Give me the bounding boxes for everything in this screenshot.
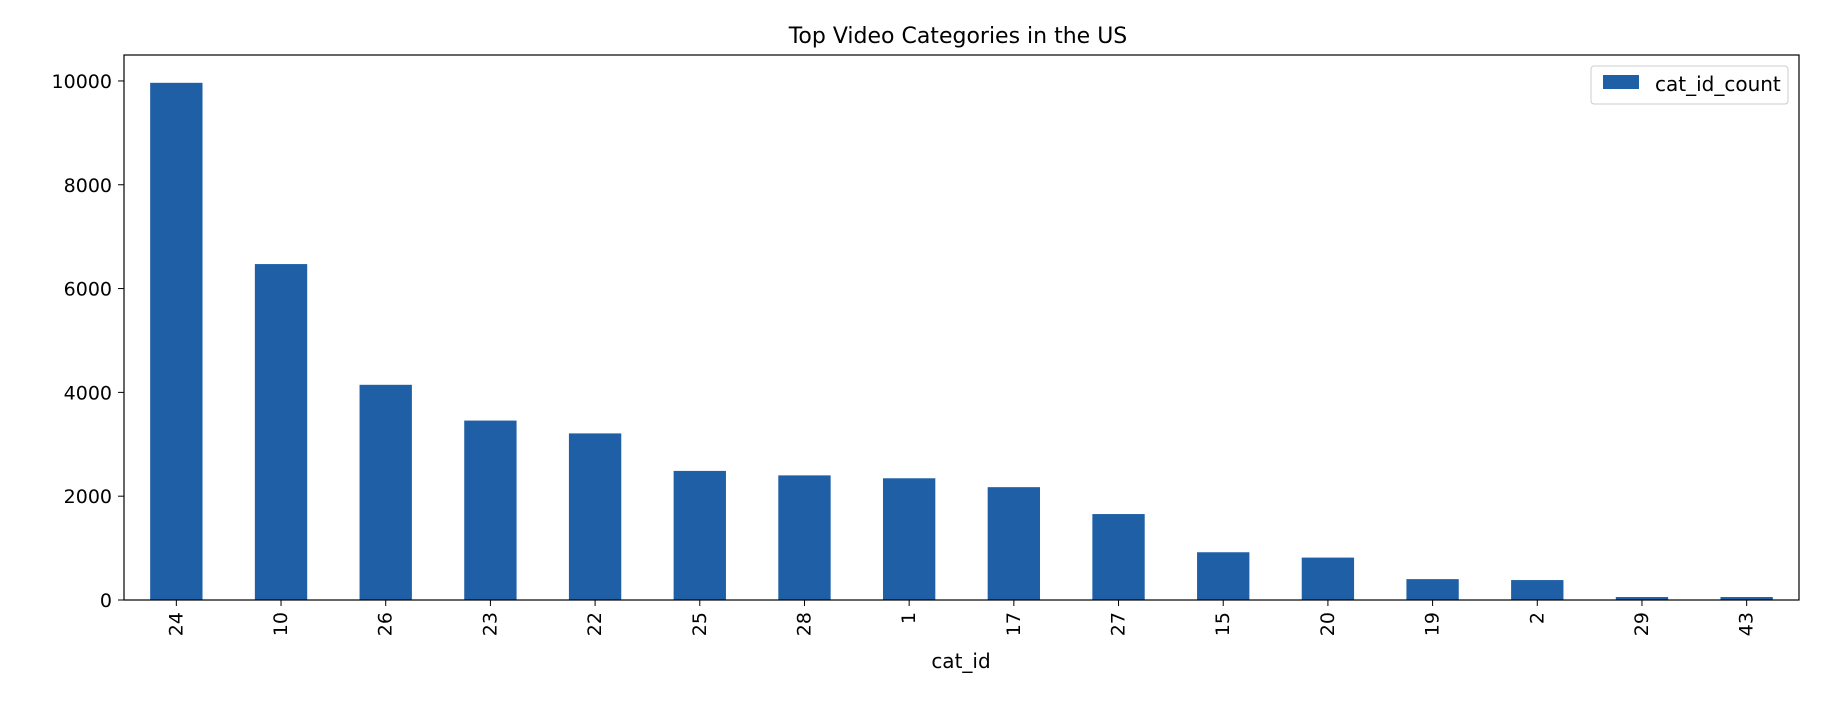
- y-tick-label: 0: [100, 590, 112, 612]
- bar-24: [150, 82, 203, 600]
- y-tick-label: 2000: [64, 486, 112, 508]
- bar-15: [1197, 552, 1250, 600]
- bar-26: [359, 384, 412, 600]
- x-tick-label: 2: [1526, 612, 1548, 624]
- bar-43: [1720, 597, 1773, 600]
- bars-layer: [150, 82, 1773, 600]
- bar-10: [254, 264, 308, 600]
- y-axis: 0 2000 4000 6000 8000 10000: [52, 71, 124, 612]
- x-tick-label: 23: [479, 612, 501, 636]
- x-tick-label: 27: [1108, 612, 1130, 636]
- bar-28: [778, 475, 831, 600]
- x-tick-label: 15: [1212, 612, 1234, 636]
- x-tick-label: 28: [793, 612, 815, 636]
- x-tick-label: 10: [270, 612, 292, 636]
- x-tick-label: 25: [689, 612, 711, 636]
- x-tick-label: 43: [1736, 612, 1758, 636]
- bar-29: [1615, 597, 1669, 600]
- legend: cat_id_count: [1590, 65, 1789, 105]
- x-tick-label: 26: [375, 612, 397, 636]
- y-tick-label: 4000: [64, 382, 112, 404]
- legend-box: [1590, 65, 1789, 105]
- x-tick-label: 29: [1631, 612, 1653, 636]
- bar-27: [1092, 514, 1145, 600]
- x-tick-label: 1: [898, 612, 920, 624]
- bar-23: [464, 420, 517, 600]
- y-tick-label: 10000: [52, 71, 112, 93]
- legend-swatch: [1603, 75, 1639, 89]
- plot-frame: [123, 54, 1800, 601]
- x-tick-label: 20: [1317, 612, 1339, 636]
- bar-22: [568, 433, 622, 600]
- bar-19: [1406, 579, 1459, 600]
- x-tick-label: 22: [584, 612, 606, 636]
- bar-17: [987, 487, 1041, 600]
- y-tick-label: 8000: [64, 175, 112, 197]
- bar-25: [673, 470, 726, 600]
- x-tick-label: 24: [165, 612, 187, 636]
- x-tick-label: 19: [1422, 612, 1444, 636]
- x-axis-label: cat_id: [931, 649, 990, 673]
- bar-2: [1511, 580, 1564, 600]
- legend-label: cat_id_count: [1655, 72, 1781, 96]
- bar-20: [1301, 557, 1355, 600]
- chart-title: Top Video Categories in the US: [788, 24, 1128, 49]
- y-tick-label: 6000: [64, 279, 112, 301]
- bar-1: [882, 478, 936, 600]
- x-axis: 24 10 26 23 22 25 28 1 17 27 15 20 19 2 29 43: [165, 600, 1758, 636]
- x-tick-label: 17: [1003, 612, 1025, 636]
